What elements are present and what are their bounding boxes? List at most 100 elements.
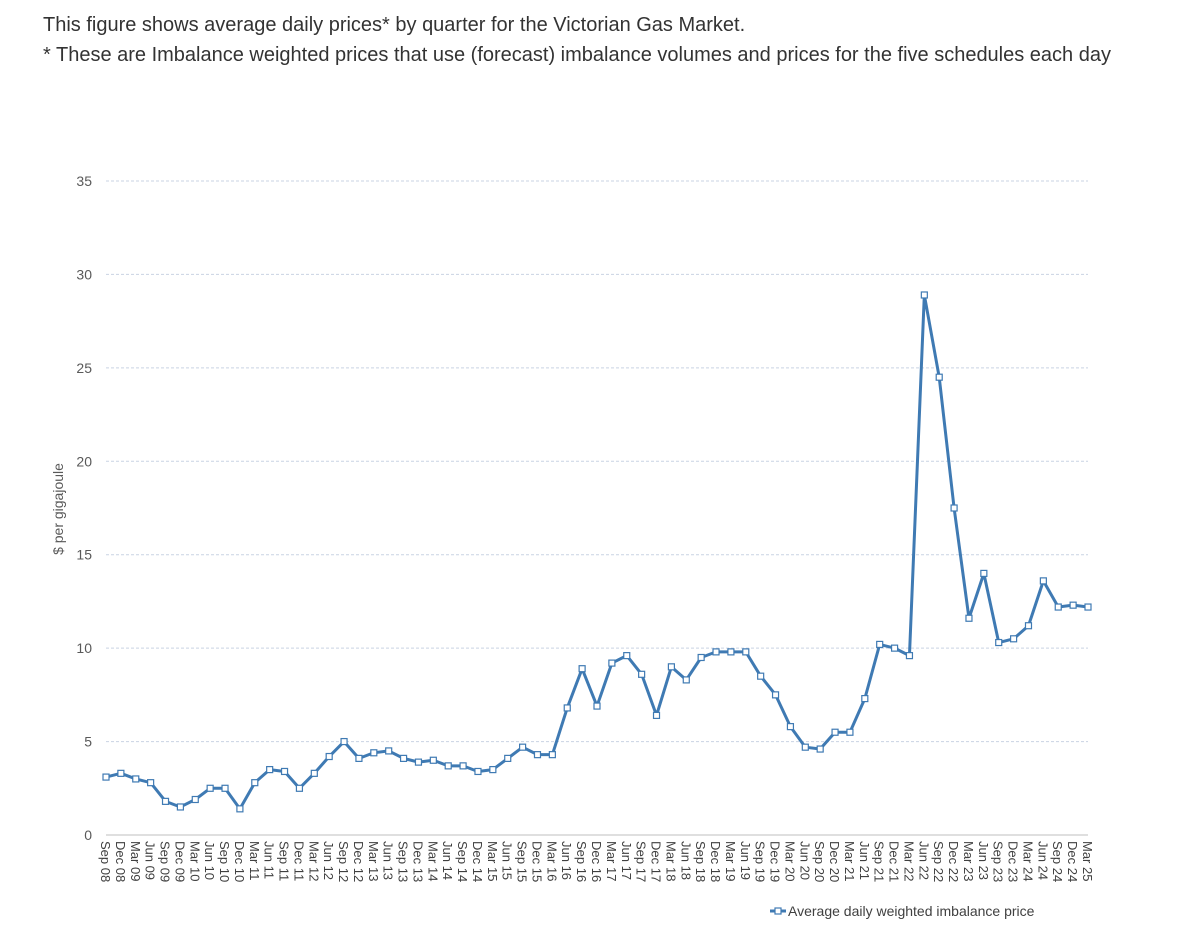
data-point: [221, 784, 229, 792]
data-point: [950, 504, 958, 512]
x-tick-label: Sep 15: [515, 841, 530, 882]
x-tick-label: Dec 12: [351, 841, 366, 882]
x-tick-label: Mar 09: [128, 841, 143, 881]
data-point: [980, 569, 988, 578]
y-tick-label: 0: [84, 827, 92, 843]
x-tick-label: Sep 10: [217, 841, 232, 882]
y-tick-label: 10: [76, 640, 92, 656]
x-tick-label: Mar 13: [366, 841, 381, 881]
data-point: [370, 749, 378, 757]
data-point: [757, 672, 765, 680]
x-tick-label: Dec 16: [589, 841, 604, 882]
caption-line-1: This figure shows average daily prices* …: [43, 14, 746, 36]
data-point: [147, 779, 155, 787]
data-point: [1054, 603, 1062, 611]
x-tick-label: Jun 16: [559, 841, 574, 880]
data-point: [548, 751, 556, 759]
data-point: [102, 773, 110, 781]
chart-legend: Average daily weighted imbalance price: [770, 903, 1035, 919]
data-point: [876, 640, 884, 649]
x-tick-label: Mar 21: [842, 841, 857, 881]
x-tick-label: Dec 14: [470, 841, 485, 882]
x-tick-label: Jun 20: [797, 841, 812, 880]
data-point: [742, 648, 750, 656]
x-tick-label: Mar 10: [187, 841, 202, 881]
data-point: [280, 767, 289, 776]
x-tick-label: Mar 17: [604, 841, 619, 881]
x-tick-label: Dec 13: [410, 841, 425, 882]
data-point: [519, 743, 527, 751]
x-tick-label: Jun 10: [202, 841, 217, 880]
data-point: [295, 784, 304, 792]
x-tick-label: Sep 14: [455, 841, 470, 882]
x-tick-label: Jun 14: [440, 841, 455, 880]
data-point: [117, 769, 125, 777]
data-point: [801, 743, 809, 751]
data-point: [176, 803, 184, 811]
data-point: [861, 694, 869, 703]
data-point: [846, 728, 854, 736]
x-tick-label: Jun 19: [738, 841, 753, 880]
x-tick-label: Dec 08: [113, 841, 128, 882]
data-point: [667, 663, 675, 671]
x-tick-label: Mar 19: [723, 841, 738, 881]
x-tick-label: Jun 22: [916, 841, 931, 880]
x-tick-label: Mar 24: [1020, 841, 1035, 881]
data-point: [340, 737, 348, 746]
data-point: [1039, 577, 1047, 585]
data-point: [608, 659, 616, 667]
x-tick-label: Sep 17: [634, 841, 649, 882]
data-point: [890, 644, 899, 652]
x-tick-label: Sep 24: [1050, 841, 1065, 882]
x-tick-label: Sep 13: [396, 841, 411, 882]
series-line: [104, 293, 1090, 811]
x-tick-label: Mar 25: [1080, 841, 1095, 881]
data-point: [1069, 601, 1077, 609]
data-point: [1024, 622, 1033, 630]
x-tick-label: Jun 18: [678, 841, 693, 880]
caption-line-2: * These are Imbalance weighted prices th…: [43, 44, 1111, 66]
chart-gridlines: [106, 180, 1088, 743]
x-tick-label: Sep 08: [98, 841, 113, 882]
data-point: [771, 691, 780, 699]
x-tick-label: Dec 09: [172, 841, 187, 882]
y-tick-label: 30: [76, 266, 92, 282]
data-point: [310, 769, 318, 777]
data-point: [533, 751, 542, 759]
data-point: [1010, 635, 1018, 643]
x-tick-label: Mar 18: [663, 841, 678, 881]
x-tick-label: Dec 21: [887, 841, 902, 882]
x-tick-label: Mar 15: [485, 841, 500, 881]
data-point: [161, 797, 170, 805]
data-point: [444, 762, 452, 770]
x-tick-label: Dec 17: [649, 841, 664, 882]
data-point: [905, 652, 914, 660]
x-tick-label: Dec 24: [1065, 841, 1080, 882]
x-tick-label: Mar 20: [782, 841, 797, 881]
x-tick-label: Sep 19: [753, 841, 768, 882]
figure-caption: This figure shows average daily prices* …: [43, 10, 1163, 70]
x-tick-label: Mar 22: [901, 841, 916, 881]
series-markers: [102, 291, 1092, 813]
data-point: [935, 373, 943, 381]
x-tick-label: Jun 09: [143, 841, 158, 880]
data-point: [206, 784, 214, 792]
data-point: [652, 711, 661, 720]
x-tick-label: Sep 11: [277, 841, 292, 881]
y-tick-label: 5: [84, 734, 92, 750]
x-tick-label: Jun 13: [381, 841, 396, 880]
data-point: [697, 653, 705, 662]
legend-marker-swatch: [774, 907, 782, 915]
data-point: [1084, 603, 1092, 611]
data-point: [325, 752, 333, 761]
x-tick-label: Dec 10: [232, 841, 247, 882]
x-tick-label: Sep 18: [693, 841, 708, 882]
x-tick-label: Sep 16: [574, 841, 589, 882]
data-point: [638, 670, 646, 678]
y-tick-label: 35: [76, 173, 92, 189]
x-tick-label: Sep 20: [812, 841, 827, 882]
x-tick-label: Jun 21: [857, 841, 872, 880]
x-axis-ticks: Sep 08 Dec 08 Mar 09 Jun 09 Sep 09 Dec 09 Mar …: [98, 841, 1095, 882]
data-point: [786, 723, 795, 731]
